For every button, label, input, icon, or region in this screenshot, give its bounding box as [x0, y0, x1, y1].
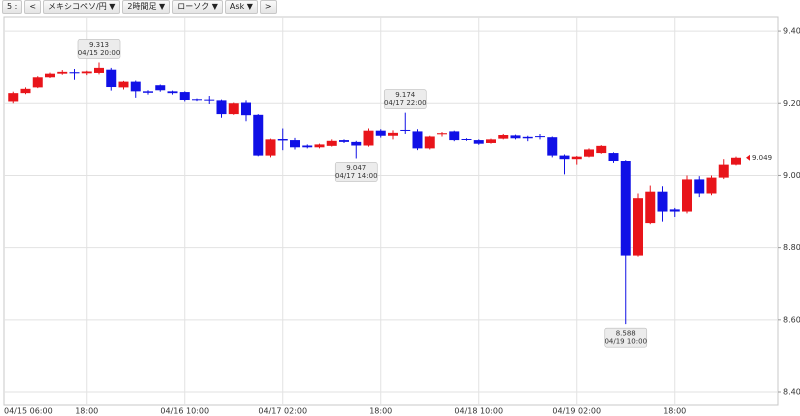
candle-body — [584, 149, 594, 157]
candle-body — [253, 114, 264, 156]
candle-body — [228, 103, 239, 115]
candle-body — [363, 130, 374, 146]
candle-body — [449, 131, 460, 141]
candle-body — [498, 135, 509, 139]
x-tick-label: 04/17 02:00 — [258, 407, 307, 416]
candle-body — [559, 155, 570, 160]
candle-body — [45, 73, 55, 78]
candle-body — [682, 179, 692, 212]
candle-body — [657, 191, 668, 212]
candle-body — [510, 135, 521, 139]
candle-body — [192, 99, 202, 101]
candle-body — [694, 179, 705, 194]
candle-body — [8, 93, 19, 102]
y-tick-label: 9.400 — [783, 27, 800, 36]
toolbar-button[interactable]: < — [24, 0, 42, 14]
annotation-box — [334, 162, 378, 182]
candle-body — [535, 136, 545, 138]
candle-body — [706, 177, 717, 194]
candle-body — [339, 140, 349, 142]
y-tick-label: 8.600 — [783, 315, 800, 324]
x-tick-label: 18:00 — [663, 407, 686, 416]
candle-body — [216, 100, 227, 115]
candle-body — [424, 136, 435, 149]
annotation-time: 04/19 10:00 — [604, 338, 647, 346]
candle-body — [94, 67, 104, 73]
candle-body — [277, 138, 288, 141]
x-tick-label: 04/15 06:00 — [4, 407, 53, 416]
candle-body — [473, 140, 484, 144]
x-tick-label: 18:00 — [369, 407, 392, 416]
candle-body — [81, 71, 92, 74]
toolbar-button[interactable]: メキシコペソ/円 ▼ — [43, 0, 121, 14]
candle-body — [351, 141, 362, 146]
candle-body — [290, 140, 300, 148]
candle-body — [375, 130, 386, 136]
candle-body — [620, 161, 631, 256]
candle-body — [718, 164, 729, 178]
annotation-value: 9.174 — [395, 91, 416, 99]
toolbar-button[interactable]: 5 : — [2, 0, 23, 14]
candle-body — [106, 69, 117, 88]
y-tick-label: 9.000 — [783, 171, 800, 180]
annotation-value: 9.047 — [346, 164, 366, 172]
annotation-value: 9.313 — [89, 41, 109, 49]
annotation-time: 04/17 14:00 — [335, 172, 378, 180]
candle-body — [204, 99, 215, 101]
candle-body — [179, 92, 190, 101]
x-tick-label: 18:00 — [75, 407, 98, 416]
candle-body — [326, 140, 337, 146]
x-tick-label: 04/19 02:00 — [552, 407, 601, 416]
candle-body — [400, 129, 411, 131]
annotation-time: 04/15 20:00 — [78, 49, 121, 57]
candle-body — [596, 145, 607, 154]
toolbar-button[interactable]: Ask ▼ — [224, 0, 258, 14]
x-tick-label: 04/18 10:00 — [454, 407, 503, 416]
annotation-box — [604, 327, 648, 348]
annotation-box — [383, 89, 427, 109]
candle-body — [608, 153, 619, 162]
candle-body — [461, 138, 472, 140]
candle-body — [412, 131, 423, 149]
candle-body — [486, 139, 496, 143]
candle-body — [32, 77, 43, 88]
candle-body — [437, 133, 447, 135]
candle-body — [522, 136, 533, 139]
candle-body — [265, 139, 276, 156]
candle-body — [645, 191, 656, 224]
candle-body — [571, 156, 582, 160]
y-tick-label: 9.200 — [783, 99, 800, 108]
candle-body — [314, 144, 325, 148]
candle-body — [143, 91, 153, 93]
candle-body — [547, 137, 558, 156]
last-price-marker — [746, 154, 750, 161]
candle-body — [302, 145, 313, 148]
candle-body — [69, 72, 80, 74]
toolbar-button[interactable]: > — [259, 0, 277, 14]
annotation-box — [77, 39, 121, 59]
annotation-time: 04/17 22:00 — [384, 99, 427, 107]
y-tick-label: 8.800 — [783, 243, 800, 252]
x-tick-label: 04/16 10:00 — [160, 407, 209, 416]
candle-body — [167, 91, 178, 94]
annotation-value: 8.588 — [616, 330, 636, 338]
toolbar: 5 : < メキシコペソ/円 ▼ 2時間足 ▼ ローソク ▼ Ask ▼ > — [0, 0, 800, 14]
toolbar-button[interactable]: 2時間足 ▼ — [122, 0, 171, 14]
candle-body — [633, 198, 643, 256]
candle-body — [118, 81, 129, 88]
candle-body — [130, 81, 141, 92]
candle-body — [155, 85, 166, 91]
toolbar-button[interactable]: ローソク ▼ — [172, 0, 223, 14]
candle-body — [731, 157, 741, 165]
candle-body — [57, 71, 68, 74]
last-price-label: 9.049 — [752, 154, 772, 162]
candle-body — [20, 88, 31, 94]
candle-body — [388, 132, 398, 136]
candle-body — [241, 102, 251, 116]
candle-body — [669, 209, 680, 212]
y-tick-label: 8.400 — [783, 388, 800, 397]
